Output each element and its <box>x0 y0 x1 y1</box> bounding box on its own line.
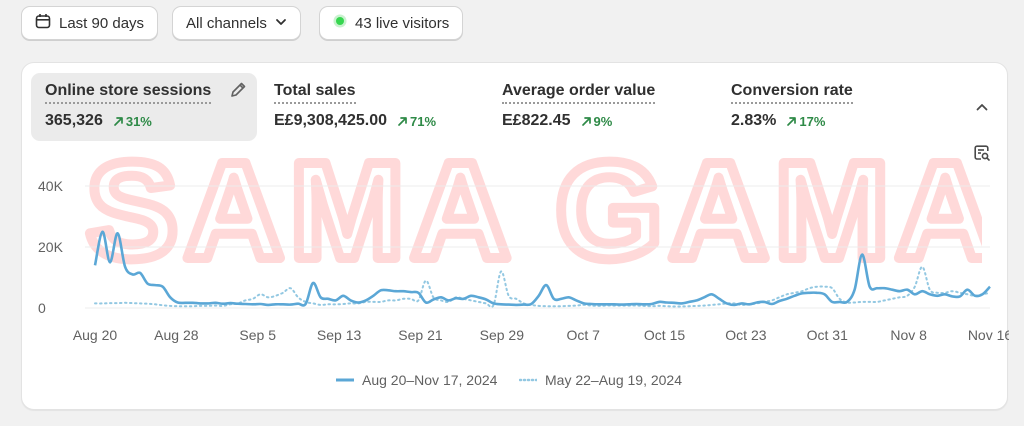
dotted-line-swatch-icon <box>519 378 537 382</box>
legend-label: Aug 20–Nov 17, 2024 <box>362 372 498 388</box>
x-tick-label: Nov 8 <box>890 327 927 343</box>
metric-change-value: 9% <box>593 113 613 129</box>
series-line-previous <box>94 265 991 309</box>
metric-label: Online store sessions <box>45 81 212 104</box>
report-search-icon <box>974 145 990 161</box>
metric-average-order-value[interactable]: Average order value E£822.45 9% <box>488 73 669 141</box>
chevron-down-icon <box>275 15 287 32</box>
analytics-card: OSAMA GAMAL Online store sessions 365,32… <box>21 62 1009 410</box>
metric-label: Total sales <box>274 81 356 104</box>
metric-change-value: 71% <box>410 113 437 129</box>
chevron-up-icon <box>976 104 988 111</box>
date-range-label: Last 90 days <box>59 14 145 32</box>
legend-label: May 22–Aug 19, 2024 <box>545 372 682 388</box>
channels-dropdown[interactable]: All channels <box>172 6 301 40</box>
calendar-icon <box>35 13 51 33</box>
y-tick-label: 20K <box>38 239 64 255</box>
arrow-up-right-icon <box>581 116 591 126</box>
x-tick-label: Oct 7 <box>566 327 600 343</box>
metric-conversion-rate[interactable]: Conversion rate 2.83% 17% <box>717 73 867 141</box>
metric-value: 2.83% <box>731 112 777 129</box>
collapse-button[interactable] <box>970 95 994 119</box>
x-tick-label: Aug 20 <box>73 327 118 343</box>
solid-line-swatch-icon <box>336 378 354 382</box>
metric-online-store-sessions[interactable]: Online store sessions 365,326 31% <box>31 73 257 141</box>
metric-change-value: 31% <box>125 113 152 129</box>
series-line-current <box>93 230 991 307</box>
arrow-up-right-icon <box>113 116 123 126</box>
metric-change: 9% <box>581 113 613 129</box>
sessions-chart-svg: 40K 20K 0 Aug 20 Aug 28 Sep 5 Sep 13 Sep 21 Sep … <box>38 178 1009 343</box>
live-dot-icon <box>333 14 347 32</box>
metric-change: 31% <box>113 114 152 129</box>
metric-label: Average order value <box>502 81 656 104</box>
live-visitors-button[interactable]: 43 live visitors <box>319 6 464 40</box>
x-tick-label: Sep 13 <box>317 327 362 343</box>
metric-total-sales[interactable]: Total sales E£9,308,425.00 71% <box>260 73 450 141</box>
x-tick-label: Oct 23 <box>725 327 766 343</box>
metric-value: E£9,308,425.00 <box>274 112 387 129</box>
x-tick-label: Sep 29 <box>480 327 525 343</box>
pencil-icon[interactable] <box>229 81 247 104</box>
metric-value: E£822.45 <box>502 112 571 129</box>
metric-change-value: 17% <box>799 113 826 129</box>
report-view-button[interactable] <box>970 141 994 165</box>
channels-label: All channels <box>186 14 267 32</box>
x-tick-label: Sep 21 <box>398 327 443 343</box>
live-visitors-label: 43 live visitors <box>355 14 450 32</box>
x-tick-label: Nov 16 <box>968 327 1009 343</box>
x-tick-label: Oct 31 <box>807 327 848 343</box>
metric-change: 17% <box>786 114 825 129</box>
legend-current[interactable]: Aug 20–Nov 17, 2024 <box>336 372 497 388</box>
arrow-up-right-icon <box>787 116 797 126</box>
metric-label: Conversion rate <box>731 81 853 104</box>
date-range-button[interactable]: Last 90 days <box>21 6 159 40</box>
x-tick-label: Oct 15 <box>644 327 685 343</box>
x-tick-label: Aug 28 <box>154 327 199 343</box>
x-tick-label: Sep 5 <box>239 327 276 343</box>
metric-value: 365,326 <box>45 112 103 129</box>
y-tick-label: 0 <box>38 300 46 316</box>
y-tick-label: 40K <box>38 178 64 194</box>
metric-change: 71% <box>397 114 436 129</box>
legend-previous[interactable]: May 22–Aug 19, 2024 <box>519 372 682 388</box>
arrow-up-right-icon <box>398 116 407 126</box>
